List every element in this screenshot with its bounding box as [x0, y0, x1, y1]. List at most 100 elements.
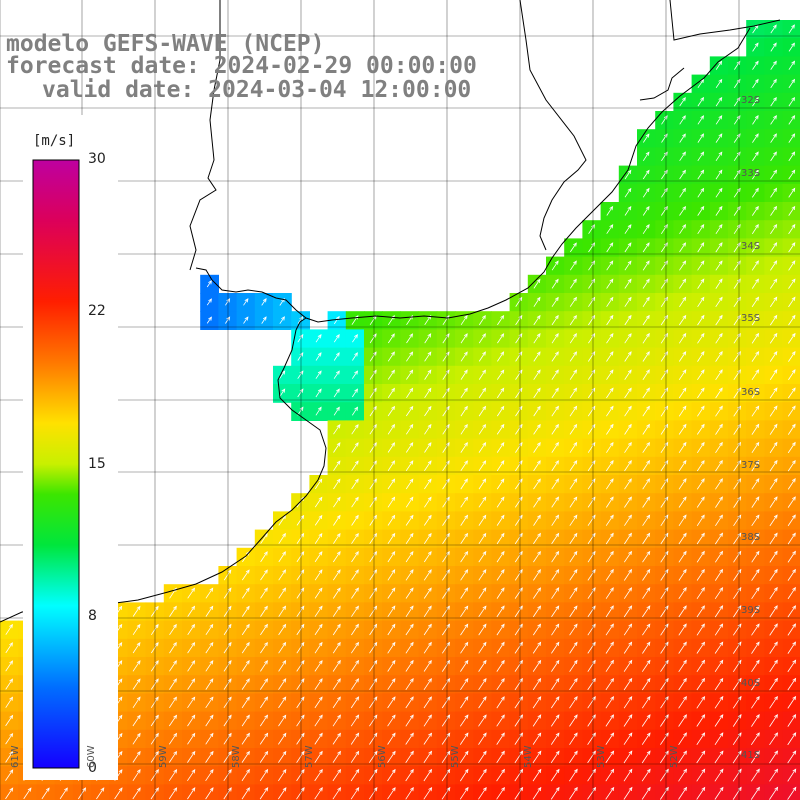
wind-arrow-head — [264, 714, 269, 719]
wind-arrow-head — [300, 496, 305, 501]
wind-cell — [455, 529, 474, 549]
wind-cell — [673, 766, 693, 785]
wind-arrow-head — [537, 732, 542, 737]
wind-arrow — [660, 260, 668, 271]
wind-arrow — [132, 660, 141, 672]
wind-arrow-shaft — [605, 751, 614, 764]
wind-arrow-shaft — [750, 750, 760, 764]
wind-arrow — [132, 787, 141, 800]
wind-arrow — [788, 169, 796, 180]
wind-arrow-head — [719, 623, 724, 628]
wind-arrow-shaft — [642, 605, 651, 618]
wind-arrow-shaft — [278, 715, 287, 727]
wind-arrow-head — [645, 187, 650, 193]
wind-cell — [728, 165, 747, 185]
wind-arrow-head — [627, 278, 632, 283]
wind-arrow — [405, 587, 414, 599]
wind-cell — [0, 638, 19, 658]
wind-arrow — [551, 659, 560, 672]
wind-arrow-head — [354, 478, 359, 483]
wind-arrow — [697, 260, 705, 271]
wind-arrow — [714, 623, 724, 636]
wind-cell — [564, 584, 583, 603]
wind-arrow-shaft — [551, 388, 559, 399]
wind-arrow-head — [318, 660, 323, 665]
wind-arrow-shaft — [696, 551, 705, 563]
wind-cell — [273, 620, 292, 640]
wind-arrow-shaft — [642, 496, 650, 508]
wind-arrow-head — [227, 750, 232, 756]
wind-arrow-head — [173, 769, 178, 774]
wind-cell — [673, 657, 693, 676]
wind-arrow-shaft — [769, 569, 778, 581]
wind-arrow — [623, 605, 633, 618]
wind-arrow-head — [536, 387, 541, 392]
wind-arrow-shaft — [569, 478, 578, 490]
wind-cell — [546, 493, 565, 512]
wind-cell — [182, 766, 201, 785]
wind-arrow-head — [245, 660, 250, 665]
wind-cell — [273, 511, 292, 531]
wind-arrow — [624, 387, 632, 399]
wind-cell — [455, 402, 474, 421]
wind-arrow-head — [155, 732, 159, 738]
wind-arrow-head — [718, 369, 723, 374]
wind-arrow — [132, 605, 141, 617]
wind-arrow — [460, 478, 468, 490]
wind-cell — [655, 511, 674, 531]
wind-arrow-shaft — [496, 787, 505, 800]
wind-arrow — [678, 568, 687, 581]
wind-arrow-shaft — [696, 769, 706, 782]
wind-arrow-shaft — [678, 714, 687, 727]
wind-cell — [309, 365, 329, 385]
wind-arrow-head — [792, 659, 797, 664]
wind-arrow-head — [683, 677, 687, 683]
wind-arrow-head — [355, 623, 359, 628]
wind-cell — [382, 693, 401, 713]
wind-arrow-head — [773, 351, 778, 356]
wind-arrow-shaft — [514, 696, 523, 709]
wind-arrow-shaft — [332, 733, 341, 745]
wind-arrow — [551, 496, 560, 508]
wind-arrow-shaft — [223, 751, 232, 763]
wind-cell — [673, 475, 693, 494]
wind-arrow-shaft — [5, 660, 13, 672]
wind-arrow — [714, 641, 724, 654]
wind-cell — [546, 511, 565, 531]
wind-arrow-head — [609, 496, 614, 501]
wind-arrow-head — [27, 787, 32, 792]
wind-arrow-shaft — [679, 260, 686, 271]
wind-arrow-shaft — [441, 624, 450, 636]
wind-cell — [455, 729, 474, 749]
wind-cell — [400, 748, 420, 767]
wind-arrow-shaft — [751, 424, 760, 435]
wind-cell — [473, 438, 492, 458]
wind-cell — [655, 384, 674, 403]
wind-arrow-head — [773, 423, 778, 428]
wind-arrow-head — [464, 532, 469, 538]
wind-arrow — [788, 151, 796, 162]
wind-arrow — [532, 623, 542, 636]
wind-arrow — [351, 424, 359, 435]
wind-arrow-shaft — [351, 478, 359, 490]
wind-arrow — [569, 696, 578, 709]
wind-arrow-shaft — [533, 369, 541, 380]
wind-cell — [691, 493, 711, 512]
wind-arrow-shaft — [660, 642, 669, 654]
wind-cell — [637, 711, 656, 731]
wind-arrow-head — [573, 296, 577, 302]
wind-cell — [600, 620, 620, 640]
wind-arrow-head — [646, 478, 650, 483]
wind-arrow-head — [245, 569, 250, 574]
wind-cell — [637, 675, 656, 694]
wind-arrow-shaft — [551, 442, 559, 453]
wind-arrow — [296, 623, 305, 636]
wind-arrow-head — [427, 605, 432, 610]
wind-cell — [418, 365, 438, 385]
wind-arrow — [350, 714, 360, 727]
wind-arrow-shaft — [714, 678, 724, 691]
wind-cell — [764, 420, 784, 440]
wind-arrow-shaft — [223, 696, 232, 709]
wind-cell — [673, 602, 693, 622]
wind-arrow-shaft — [751, 188, 759, 198]
